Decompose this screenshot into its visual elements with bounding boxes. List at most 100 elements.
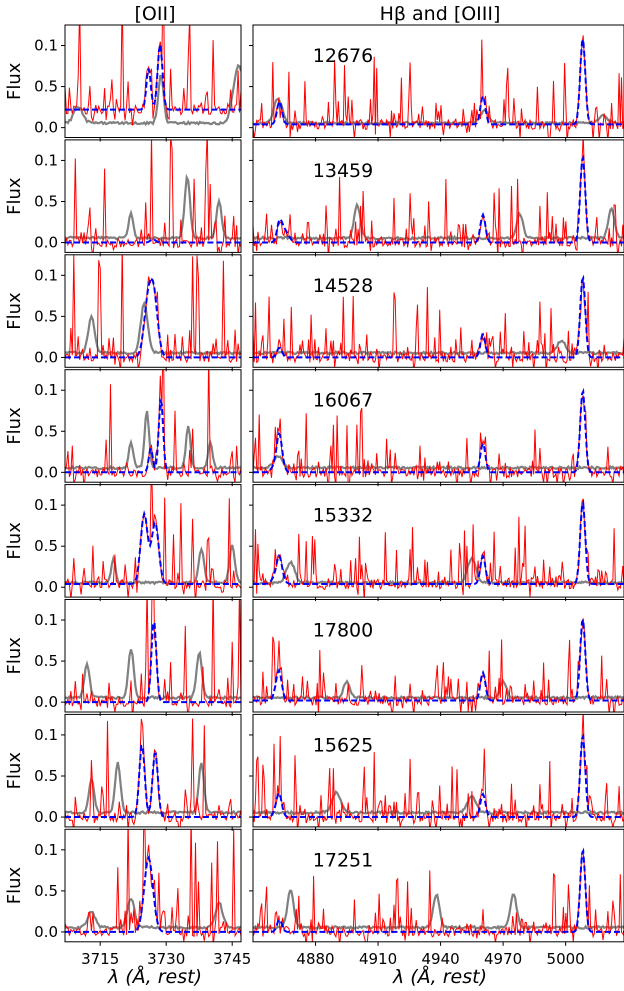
panel-frame xyxy=(252,254,624,368)
series-observed xyxy=(65,139,241,253)
series-model xyxy=(65,397,241,474)
panel-frame xyxy=(64,828,242,943)
y-tick-label: 0.5 xyxy=(34,192,58,210)
series-observed xyxy=(253,618,624,712)
x-tick-label: 4940 xyxy=(421,950,459,968)
plot-area xyxy=(65,829,241,942)
panel-frame xyxy=(252,24,624,138)
plot-area xyxy=(253,274,624,368)
y-tick-label: 0.1 xyxy=(34,726,58,744)
plot-area xyxy=(253,387,624,483)
panel-right-14528: 14528 xyxy=(249,254,624,372)
x-tick-label: 5000 xyxy=(547,950,585,968)
panel-left-15332: 0.0 0.5 0.1 Flux xyxy=(4,484,242,602)
y-tick-label: 0.1 xyxy=(34,37,58,55)
y-tick-label: 0.0 xyxy=(34,348,58,366)
series-observed xyxy=(65,254,241,368)
series-model xyxy=(65,510,241,585)
object-id-label: 15625 xyxy=(313,734,373,756)
series-observed xyxy=(253,276,624,368)
object-id-label: 14528 xyxy=(313,275,373,297)
y-tick-label: 0.1 xyxy=(34,496,58,514)
y-axis-label: Flux xyxy=(4,292,25,330)
panel-frame xyxy=(64,484,242,598)
y-axis-label: Flux xyxy=(4,407,25,445)
series-observed xyxy=(253,394,624,483)
y-tick-label: 0.1 xyxy=(34,381,58,399)
series-observed xyxy=(65,599,241,712)
x-tick-label: 3730 xyxy=(147,950,185,968)
y-axis-label: Flux xyxy=(4,752,25,790)
series-observed xyxy=(253,139,624,253)
series-noise xyxy=(253,201,624,242)
plot-area xyxy=(253,35,624,138)
y-tick-label: 0.1 xyxy=(34,151,58,169)
panel-frame xyxy=(64,369,242,483)
y-axis-label: Flux xyxy=(4,522,25,560)
y-tick-label: 0.5 xyxy=(34,422,58,440)
object-id-label: 12676 xyxy=(313,45,373,67)
object-id-label: 17251 xyxy=(313,849,373,871)
series-model xyxy=(65,744,241,818)
panel-frame xyxy=(64,599,242,713)
series-model xyxy=(253,274,624,359)
panel-right-15625: 15625 xyxy=(249,713,624,831)
panel-frame xyxy=(64,713,242,828)
y-axis-label: Flux xyxy=(4,866,25,904)
series-model xyxy=(253,616,624,702)
y-tick-label: 0.5 xyxy=(34,78,58,96)
x-tick-label: 4910 xyxy=(359,950,397,968)
series-model xyxy=(253,35,624,126)
y-tick-label: 0.0 xyxy=(34,578,58,596)
plot-area xyxy=(253,616,624,712)
x-tick-label: 4970 xyxy=(484,950,522,968)
plot-area xyxy=(65,369,241,483)
x-tick-label: 3745 xyxy=(213,950,251,968)
right-column-title: Hβ and [OIII] xyxy=(380,3,501,25)
panel-frame xyxy=(64,139,242,253)
panel-left-13459: 0.0 0.5 0.1 Flux xyxy=(4,139,242,257)
left-x-axis-label: λ (Å, rest) xyxy=(107,965,202,988)
y-tick-label: 0.1 xyxy=(34,266,58,284)
x-tick-label: 3715 xyxy=(81,950,119,968)
y-tick-label: 0.5 xyxy=(34,882,58,900)
series-noise xyxy=(65,63,241,127)
object-id-label: 16067 xyxy=(313,390,373,412)
y-tick-label: 0.0 xyxy=(34,463,58,481)
panel-left-17251: 0.0 0.5 0.1 3715 3730 3745 Flux xyxy=(4,828,251,968)
y-axis-label: Flux xyxy=(4,177,25,215)
panel-frame xyxy=(252,599,624,713)
series-model xyxy=(253,153,624,244)
series-model xyxy=(65,238,241,244)
panel-frame xyxy=(252,139,624,253)
series-noise xyxy=(65,410,241,471)
series-model xyxy=(253,499,624,585)
y-tick-label: 0.5 xyxy=(34,767,58,785)
y-tick-label: 0.0 xyxy=(34,119,58,137)
series-model xyxy=(65,618,241,704)
series-model xyxy=(65,855,241,933)
series-noise xyxy=(65,300,241,356)
panel-frame xyxy=(252,484,624,598)
panel-left-14528: 0.0 0.5 0.1 Flux xyxy=(4,254,242,372)
series-observed xyxy=(65,25,241,126)
y-tick-label: 0.0 xyxy=(34,808,58,826)
panels-group: 0.00.50.1Flux126760.00.50.1Flux134590.00… xyxy=(4,24,624,968)
series-model xyxy=(253,847,624,933)
panel-right-13459: 13459 xyxy=(249,139,624,257)
panel-frame xyxy=(252,369,624,483)
plot-area xyxy=(253,139,624,253)
series-model xyxy=(253,387,624,474)
panel-right-12676: 12676 xyxy=(249,24,624,142)
y-tick-label: 0.0 xyxy=(34,693,58,711)
series-noise xyxy=(65,761,241,816)
panel-frame xyxy=(64,24,242,138)
series-model xyxy=(65,44,241,111)
y-tick-label: 0.0 xyxy=(34,234,58,252)
y-tick-label: 0.0 xyxy=(34,923,58,941)
panel-left-16067: 0.0 0.5 0.1 Flux xyxy=(4,369,242,487)
object-id-label: 13459 xyxy=(313,160,373,182)
y-tick-label: 0.5 xyxy=(34,652,58,670)
series-observed xyxy=(253,498,624,598)
